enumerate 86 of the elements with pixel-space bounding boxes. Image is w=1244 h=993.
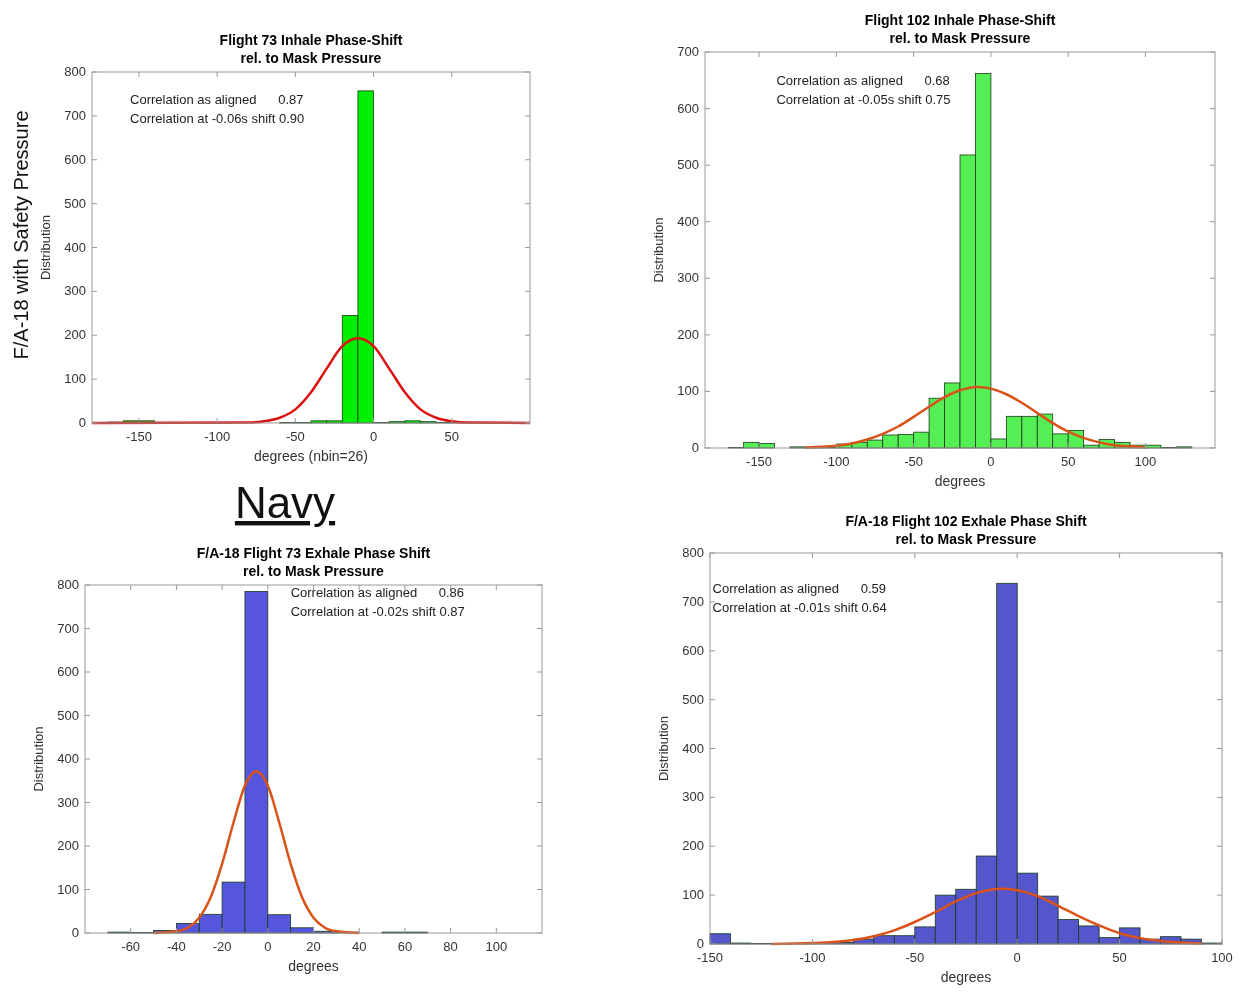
- chart-subtitle: rel. to Mask Pressure: [243, 563, 385, 579]
- y-axis-title: Distribution: [656, 715, 671, 782]
- x-tick-label: 0: [264, 939, 272, 954]
- annotation: Correlation at -0.06s shift 0.90: [130, 111, 305, 126]
- x-tick-label: -150: [696, 950, 724, 965]
- y-tick-label: 800: [64, 64, 86, 79]
- y-tick-label: 200: [682, 838, 704, 854]
- y-tick-label: 600: [682, 642, 704, 658]
- x-tick-label: -60: [121, 939, 141, 954]
- text: F/A-18 with Safety Pressure: [10, 110, 32, 360]
- y-tick-label: 200: [64, 327, 86, 343]
- y-tick-label: 100: [677, 383, 699, 399]
- y-axis-title: Distribution: [38, 214, 53, 281]
- y-tick-label: 300: [682, 789, 704, 805]
- y-axis-title: Distribution: [31, 726, 46, 792]
- x-tick-label: 0: [369, 429, 378, 444]
- y-tick-label: 400: [64, 239, 86, 255]
- x-tick-label: 0: [987, 454, 995, 469]
- y-tick-label: 600: [57, 664, 79, 679]
- annotation: Correlation at -0.01s shift 0.64: [712, 600, 887, 615]
- chart-title: F/A-18 Flight 73 Exhale Phase Shift: [196, 545, 431, 561]
- x-tick-label: -100: [204, 429, 231, 444]
- annotation: Correlation as aligned 0.86: [290, 585, 465, 600]
- y-tick-label: 500: [682, 691, 704, 707]
- x-tick-label: -150: [125, 429, 152, 444]
- annotation: Correlation as aligned 0.68: [776, 73, 950, 88]
- y-tick-label: 600: [677, 100, 699, 116]
- x-tick-label: -50: [905, 950, 925, 965]
- y-tick-label: 100: [682, 887, 704, 903]
- x-tick-label: 100: [1134, 454, 1157, 469]
- x-tick-label: 0: [1013, 950, 1021, 965]
- x-axis-title: degrees: [940, 969, 992, 985]
- y-tick-label: 100: [57, 881, 79, 897]
- annotation: Correlation as aligned 0.87: [130, 92, 304, 107]
- x-tick-label: -50: [904, 454, 924, 469]
- y-tick-label: 500: [677, 157, 699, 173]
- y-tick-label: 200: [57, 838, 79, 853]
- x-tick-label: 80: [443, 939, 458, 954]
- text: Navy: [234, 478, 336, 527]
- x-tick-label: 50: [1112, 950, 1127, 965]
- y-tick-label: 700: [57, 620, 79, 636]
- y-tick-label: 700: [682, 593, 704, 609]
- y-tick-label: 400: [57, 751, 79, 766]
- y-tick-label: 400: [677, 213, 699, 229]
- y-tick-label: 300: [64, 283, 86, 299]
- y-tick-label: 500: [64, 195, 86, 211]
- annotation: Correlation at -0.05s shift 0.75: [776, 92, 951, 107]
- y-tick-label: 600: [64, 151, 86, 167]
- y-tick-label: 800: [57, 577, 79, 592]
- y-tick-label: 0: [78, 415, 86, 430]
- x-tick-label: 100: [485, 939, 508, 954]
- chart-title: Flight 102 Inhale Phase-Shift: [864, 12, 1056, 28]
- y-axis-title: Distribution: [651, 217, 666, 283]
- annotation: Correlation at -0.02s shift 0.87: [290, 604, 465, 619]
- x-axis-title: degrees: [288, 958, 339, 974]
- y-tick-label: 700: [64, 107, 86, 123]
- chart-subtitle: rel. to Mask Pressure: [889, 30, 1031, 46]
- y-tick-label: 0: [71, 925, 79, 940]
- x-tick-label: -20: [212, 939, 232, 954]
- x-tick-label: 100: [1211, 950, 1233, 965]
- y-tick-label: 0: [691, 440, 699, 455]
- annotation: Correlation as aligned 0.59: [712, 581, 886, 596]
- y-tick-label: 200: [677, 326, 699, 342]
- y-tick-label: 300: [57, 794, 79, 810]
- chart-subtitle: rel. to Mask Pressure: [895, 531, 1037, 547]
- x-tick-label: -40: [167, 939, 186, 954]
- y-tick-label: 300: [677, 270, 699, 286]
- x-tick-label: 20: [306, 939, 321, 954]
- x-tick-label: 60: [397, 939, 413, 954]
- y-tick-label: 100: [64, 371, 86, 387]
- chart-title: Flight 73 Inhale Phase-Shift: [219, 32, 403, 48]
- y-tick-label: 500: [57, 707, 79, 723]
- y-tick-label: 800: [682, 545, 704, 560]
- x-axis-title: degrees (nbin=26): [253, 448, 369, 464]
- x-tick-label: -50: [285, 429, 305, 444]
- x-tick-label: -150: [746, 454, 773, 469]
- chart-subtitle: rel. to Mask Pressure: [240, 50, 382, 66]
- y-tick-label: 400: [682, 740, 704, 756]
- x-tick-label: -100: [799, 950, 826, 965]
- x-tick-label: -100: [823, 454, 850, 469]
- x-tick-label: 40: [351, 939, 367, 954]
- y-tick-label: 700: [677, 44, 699, 59]
- x-tick-label: 50: [444, 429, 460, 444]
- x-tick-label: 50: [1060, 454, 1076, 469]
- chart-title: F/A-18 Flight 102 Exhale Phase Shift: [845, 513, 1087, 529]
- x-axis-title: degrees: [934, 473, 986, 489]
